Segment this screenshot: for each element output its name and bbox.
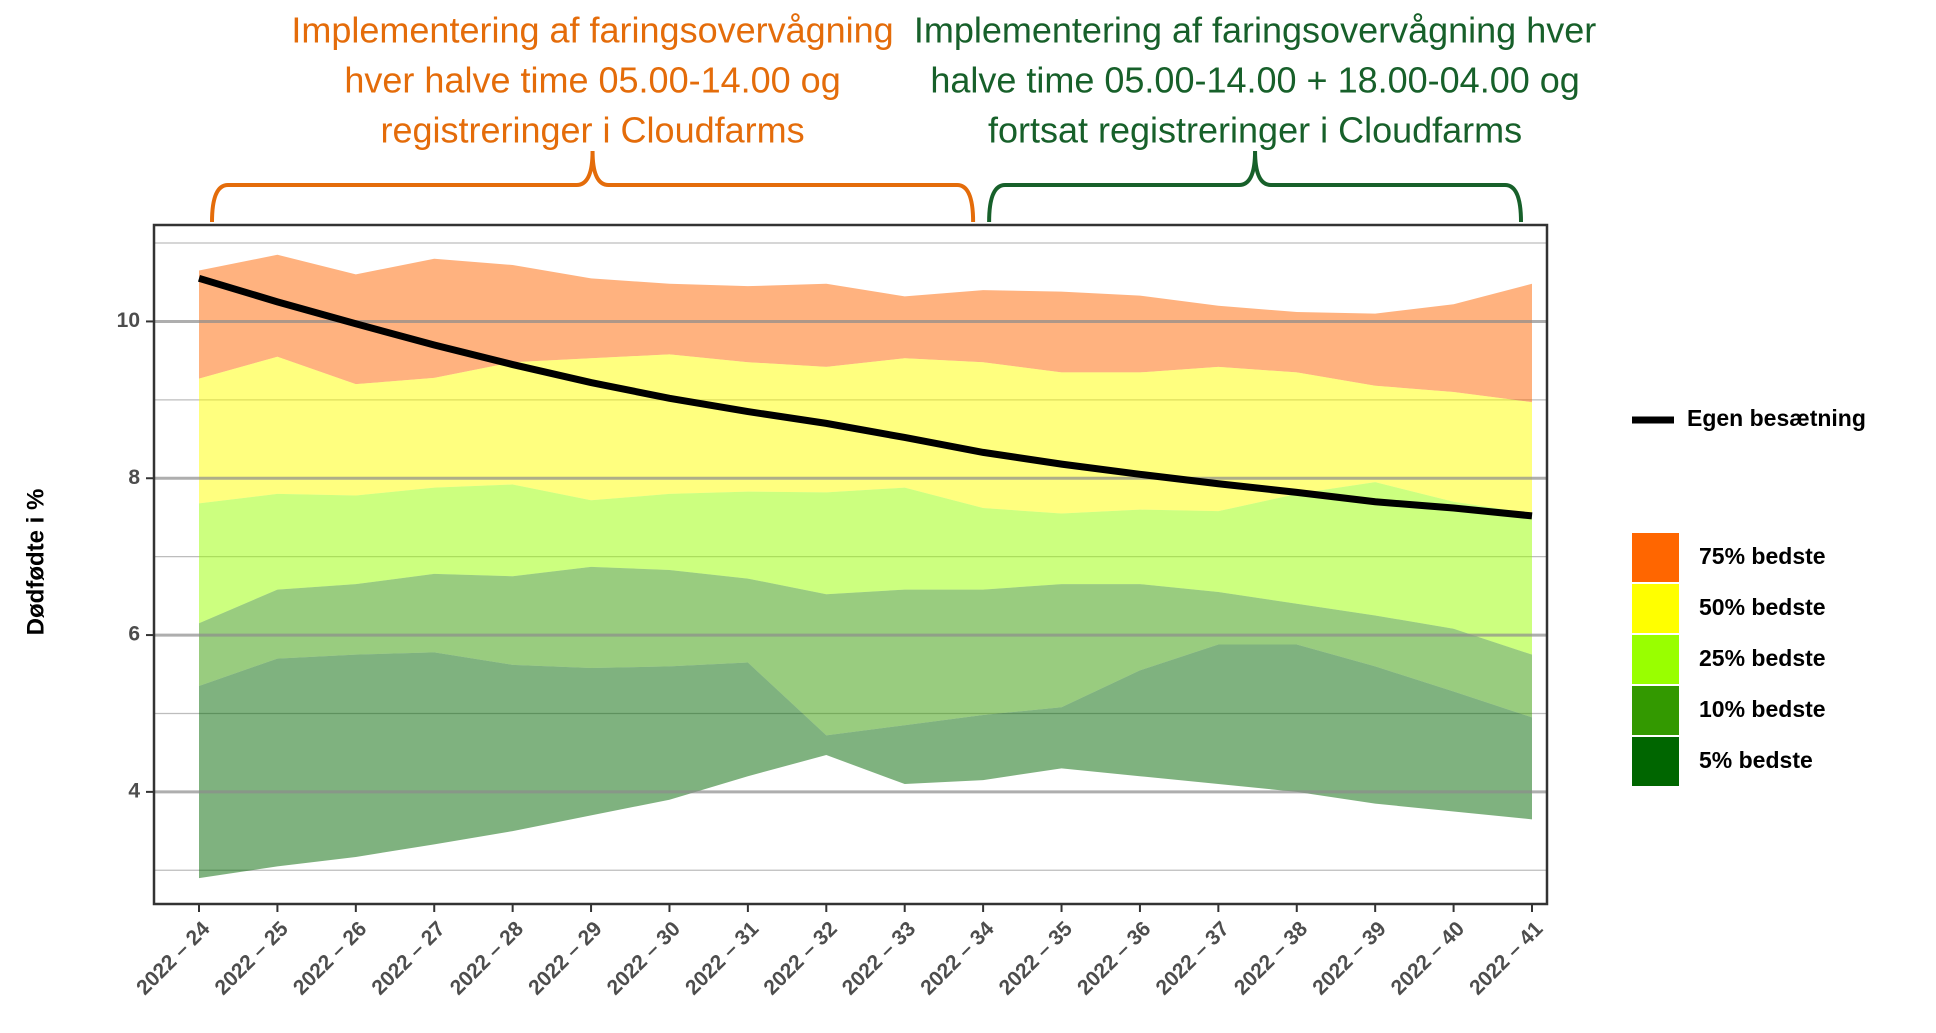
legend-swatch (1632, 635, 1679, 684)
x-tick-label: 2022 – 33 (838, 917, 920, 999)
x-tick-label: 2022 – 25 (211, 917, 294, 1000)
legend-label: Egen besætning (1687, 405, 1866, 431)
band-area (199, 254, 1532, 403)
legend-label: 5% bedste (1699, 747, 1813, 773)
x-tick-label: 2022 – 31 (681, 917, 764, 1000)
x-tick-label: 2022 – 38 (1230, 917, 1313, 1000)
legend-label: 75% bedste (1699, 543, 1826, 569)
x-tick-label: 2022 – 41 (1465, 917, 1548, 1000)
y-tick-label: 4 (128, 779, 140, 802)
brace (210, 150, 976, 223)
x-tick-label: 2022 – 28 (446, 917, 529, 1000)
x-tick-label: 2022 – 40 (1387, 917, 1469, 999)
legend-label: 10% bedste (1699, 696, 1826, 722)
brace (987, 150, 1523, 223)
x-tick-label: 2022 – 30 (603, 917, 685, 999)
legend-label: 50% bedste (1699, 594, 1826, 620)
legend-label: 25% bedste (1699, 645, 1826, 671)
x-tick-label: 2022 – 27 (367, 917, 449, 999)
x-tick-label: 2022 – 32 (759, 917, 841, 999)
x-tick-label: 2022 – 34 (916, 917, 999, 1000)
band-area (199, 482, 1532, 655)
annotation: Implementering af faringsovervågning (291, 10, 893, 51)
x-tick-label: 2022 – 29 (524, 917, 606, 999)
y-axis-label: Dødfødte i % (22, 489, 49, 636)
line (197, 274, 1533, 520)
x-tick-label: 2022 – 37 (1151, 917, 1233, 999)
legend-swatch (1632, 533, 1679, 582)
x-tick-label: 2022 – 35 (995, 917, 1078, 1000)
legend-swatch (1632, 686, 1679, 735)
annotation: fortsat registreringer i Cloudfarms (988, 110, 1522, 151)
y-tick-label: 8 (128, 466, 140, 489)
legend-swatch (1632, 584, 1679, 633)
plot-border (152, 223, 1549, 906)
y-tick-label: 6 (128, 623, 140, 646)
annotation: halve time 05.00-14.00 + 18.00-04.00 og (930, 60, 1579, 101)
x-tick-label: 2022 – 36 (1073, 917, 1155, 999)
band-area (199, 644, 1532, 879)
annotation: registreringer i Cloudfarms (380, 110, 804, 151)
annotation: hver halve time 05.00-14.00 og (344, 60, 840, 101)
legend-swatch (1632, 737, 1679, 786)
y-tick-label: 10 (117, 309, 140, 332)
x-tick-label: 2022 – 39 (1308, 917, 1390, 999)
band-area (199, 566, 1532, 736)
annotation: Implementering af faringsovervågning hve… (914, 10, 1596, 51)
x-tick-label: 2022 – 24 (132, 917, 215, 1000)
x-tick-label: 2022 – 26 (289, 917, 371, 999)
